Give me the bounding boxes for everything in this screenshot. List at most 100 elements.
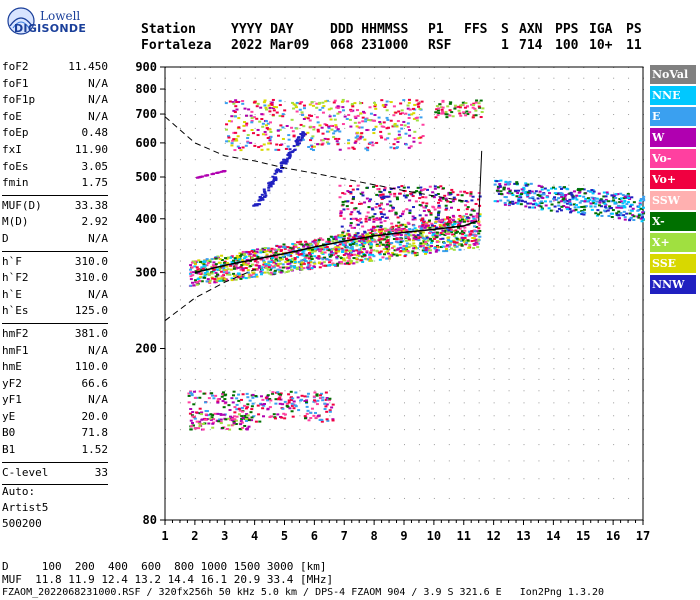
echo-dot	[626, 192, 630, 195]
echo-dot	[299, 253, 303, 256]
echo-dot	[402, 229, 406, 232]
grid-dot	[179, 260, 181, 262]
echo-dot	[188, 272, 192, 275]
echo-dot	[224, 271, 228, 274]
echo-dot	[372, 225, 376, 228]
grid-dot	[329, 402, 331, 404]
echo-dot	[431, 235, 435, 238]
grid-dot	[553, 228, 555, 230]
echo-dot	[189, 264, 193, 267]
echo-dot	[303, 400, 307, 403]
echo-dot	[422, 209, 426, 212]
echo-dot	[479, 116, 483, 119]
echo-dot	[252, 415, 256, 418]
grid-dot	[314, 238, 316, 240]
echo-dot	[231, 101, 235, 104]
echo-dot	[433, 225, 437, 228]
echo-dot	[453, 241, 457, 244]
echo-dot	[260, 118, 264, 121]
echo-dot	[448, 227, 452, 230]
echo-dot	[312, 145, 316, 148]
echo-dot	[255, 251, 259, 254]
echo-dot	[474, 101, 478, 104]
echo-dot	[360, 126, 364, 129]
echo-dot	[446, 223, 450, 226]
echo-dot	[320, 392, 324, 395]
echo-dot	[503, 195, 507, 198]
grid-dot	[613, 127, 615, 129]
echo-dot	[356, 114, 360, 117]
echo-dot	[401, 212, 405, 215]
echo-dot	[323, 402, 327, 405]
echo-dot	[408, 108, 412, 111]
echo-dot	[318, 261, 322, 264]
echo-dot	[309, 148, 313, 151]
echo-dot	[515, 181, 519, 184]
echo-dot	[262, 259, 266, 262]
grid-dot	[344, 285, 346, 287]
echo-dot	[193, 390, 197, 393]
grid-dot	[598, 478, 600, 480]
echo-dot	[339, 214, 343, 217]
echo-dot	[439, 199, 443, 202]
echo-dot	[385, 109, 389, 112]
echo-dot	[395, 238, 399, 241]
grid-dot	[508, 272, 510, 274]
grid-dot	[254, 89, 256, 91]
echo-dot	[283, 400, 287, 403]
echo-dot	[325, 240, 329, 243]
grid-dot	[463, 378, 465, 380]
echo-dot	[617, 206, 621, 209]
echo-dot	[251, 402, 255, 405]
echo-dot	[220, 277, 224, 280]
echo-dot	[403, 255, 407, 258]
grid-dot	[538, 89, 540, 91]
echo-dot	[418, 141, 422, 144]
echo-dot	[503, 201, 507, 204]
echo-dot	[548, 192, 552, 195]
echo-dot	[453, 223, 457, 226]
grid-dot	[508, 285, 510, 287]
echo-dot	[358, 212, 362, 215]
grid-dot	[404, 330, 405, 332]
echo-dot	[641, 218, 645, 221]
grid-dot	[404, 192, 405, 194]
echo-dot	[405, 242, 409, 245]
echo-dot	[465, 110, 469, 113]
grid-dot	[239, 285, 241, 287]
echo-dot	[250, 419, 254, 422]
auto-version: 500200	[2, 517, 42, 530]
echo-dot	[222, 391, 226, 394]
echo-dot	[205, 280, 209, 283]
legend-item-vo: Vo+	[650, 170, 696, 189]
grid-dot	[359, 415, 361, 417]
echo-dot	[224, 269, 228, 272]
echo-dot	[456, 208, 460, 211]
echo-dot	[366, 149, 370, 152]
echo-dot	[357, 235, 361, 238]
echo-dot	[300, 268, 304, 271]
echo-dot	[465, 192, 469, 195]
echo-dot	[206, 272, 210, 275]
echo-dot	[626, 197, 630, 200]
echo-dot	[301, 138, 305, 141]
grid-dot	[239, 218, 241, 220]
grid-dot	[239, 460, 241, 462]
echo-dot	[246, 271, 250, 274]
echo-dot	[471, 106, 475, 109]
grid-dot	[508, 402, 510, 404]
echo-dot	[219, 420, 223, 423]
nnw-echo-dot	[295, 138, 299, 141]
grid-dot	[374, 348, 376, 350]
echo-dot	[321, 142, 325, 145]
echo-dot	[246, 414, 250, 417]
echo-dot	[198, 280, 202, 283]
echo-dot	[323, 408, 327, 411]
grid-dot	[463, 348, 465, 350]
grid-dot	[508, 101, 510, 103]
echo-dot	[413, 231, 417, 234]
echo-dot	[390, 241, 394, 244]
grid-dot	[224, 101, 226, 103]
echo-dot	[290, 118, 294, 121]
header-label-1: YYYY DAY	[231, 22, 294, 37]
